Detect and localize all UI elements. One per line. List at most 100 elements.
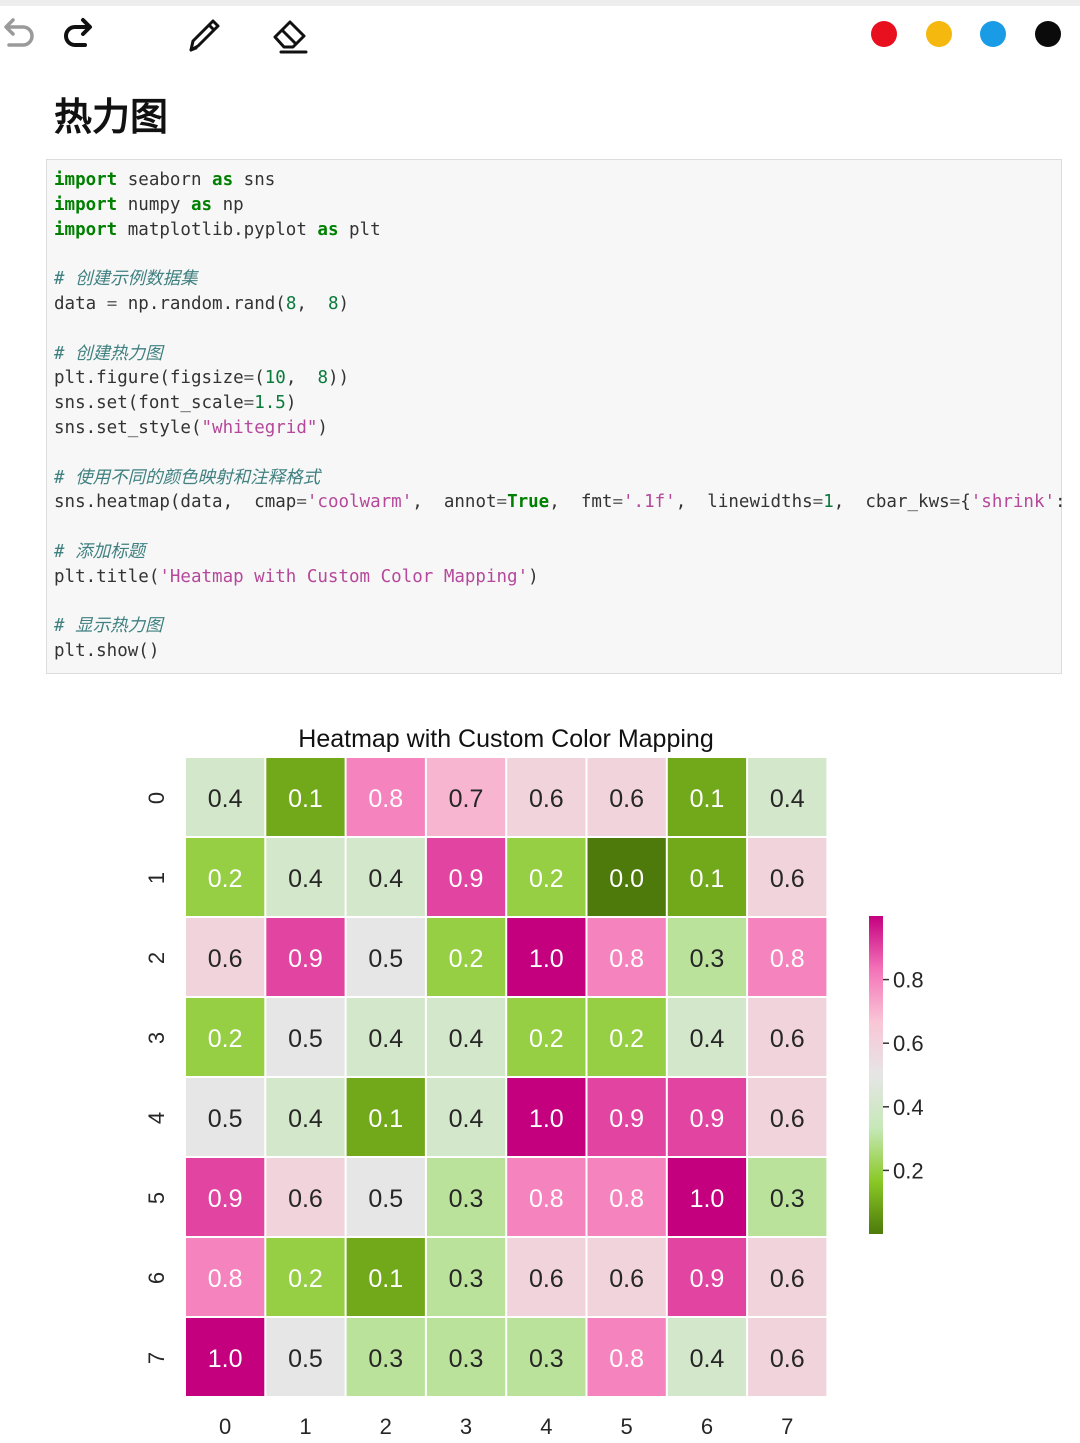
cell-annotation: 0.4 xyxy=(288,865,323,893)
code-token: : xyxy=(1055,492,1077,513)
code-token: 8 xyxy=(317,368,328,389)
heatmap-cell xyxy=(266,918,345,996)
code-line: sns.set_style("whitegrid") xyxy=(54,416,1061,441)
cell-annotation: 0.6 xyxy=(288,1185,323,1213)
cell-annotation: 0.9 xyxy=(609,1105,644,1133)
code-token: 1.5 xyxy=(254,393,286,414)
code-token: numpy xyxy=(117,194,191,215)
code-token: plt.title( xyxy=(54,566,160,587)
cell-annotation: 0.1 xyxy=(368,1265,403,1293)
code-line: plt.title('Heatmap with Custom Color Map… xyxy=(54,565,1061,590)
code-line xyxy=(54,242,1061,267)
heatmap-cell xyxy=(748,918,827,996)
code-token: = xyxy=(243,393,255,414)
heatmap-cell xyxy=(667,918,747,996)
heatmap-cell xyxy=(507,998,586,1076)
cell-annotation: 0.2 xyxy=(449,945,484,973)
color-red-button[interactable] xyxy=(871,21,897,47)
code-token: 10 xyxy=(264,368,286,389)
code-token: ) xyxy=(317,417,328,438)
cell-annotation: 0.4 xyxy=(368,865,403,893)
cell-annotation: 0.2 xyxy=(288,1265,323,1293)
code-token: = xyxy=(243,368,255,389)
cell-annotation: 0.6 xyxy=(609,1265,644,1293)
eraser-button[interactable] xyxy=(266,10,316,60)
heatmap-cell xyxy=(667,1078,747,1156)
code-token: '.1f' xyxy=(623,492,676,513)
heatmap-cell xyxy=(507,1078,586,1156)
color-blue-button[interactable] xyxy=(980,21,1006,47)
code-token: # 显示热力图 xyxy=(54,616,163,637)
code-token: .5 xyxy=(1076,492,1080,512)
cell-annotation: 1.0 xyxy=(208,1345,243,1373)
cell-annotation: 0.1 xyxy=(288,785,323,813)
cell-annotation: 0.8 xyxy=(208,1265,243,1293)
x-tick-label: 1 xyxy=(299,1414,311,1439)
heatmap-cell xyxy=(507,758,586,836)
heatmap-cell xyxy=(426,1318,506,1396)
heatmap-cell xyxy=(748,758,827,836)
code-token: as xyxy=(190,194,213,215)
heatmap-cell xyxy=(587,998,666,1076)
heatmap-cell xyxy=(748,1078,827,1156)
heatmap-cell xyxy=(186,1158,265,1236)
heatmap-cell xyxy=(186,1078,265,1156)
cell-annotation: 0.4 xyxy=(449,1105,484,1133)
heatmap-cell xyxy=(266,1158,345,1236)
code-token: , annot xyxy=(412,492,497,513)
cell-annotation: 0.4 xyxy=(288,1105,323,1133)
code-line: import numpy as np xyxy=(54,193,1061,218)
page-title: 热力图 xyxy=(54,95,169,139)
undo-button[interactable] xyxy=(0,10,42,60)
code-token: , xyxy=(296,293,328,314)
heatmap-cell xyxy=(748,998,827,1076)
y-tick-label: 2 xyxy=(144,952,169,964)
heatmap-cell xyxy=(266,1318,345,1396)
cell-annotation: 0.9 xyxy=(690,1105,725,1133)
x-tick-label: 4 xyxy=(540,1414,552,1439)
code-cell[interactable]: import seaborn as sns import numpy as np i… xyxy=(46,159,1080,674)
colorbar-gradient xyxy=(869,916,883,1234)
cell-annotation: 1.0 xyxy=(529,1105,564,1133)
heatmap-cell xyxy=(186,1318,265,1396)
cell-annotation: 0.9 xyxy=(288,945,323,973)
cell-annotation: 0.1 xyxy=(368,1105,403,1133)
cell-annotation: 0.3 xyxy=(529,1345,564,1373)
cell-annotation: 1.0 xyxy=(690,1185,725,1213)
cell-annotation: 0.3 xyxy=(770,1185,805,1213)
cell-annotation: 0.6 xyxy=(770,1265,805,1293)
code-token: # 使用不同的颜色映射和注释格式 xyxy=(54,467,321,488)
code-line: import seaborn as sns xyxy=(54,168,1061,193)
code-line xyxy=(54,515,1061,540)
code-token: plt xyxy=(338,219,381,240)
color-black-button[interactable] xyxy=(1035,21,1061,47)
heatmap-cell xyxy=(426,1158,506,1236)
cell-annotation: 0.6 xyxy=(208,945,243,973)
cell-annotation: 0.9 xyxy=(690,1265,725,1293)
code-token: , xyxy=(285,368,318,389)
pencil-button[interactable] xyxy=(178,10,228,60)
heatmap-cell xyxy=(346,1158,425,1236)
cell-annotation: 0.4 xyxy=(690,1025,725,1053)
cell-annotation: 0.4 xyxy=(770,785,805,813)
code-token: { xyxy=(960,492,971,513)
heatmap-cell xyxy=(426,998,506,1076)
undo-icon xyxy=(4,18,34,47)
top-edge xyxy=(0,0,1080,6)
heatmap-cell xyxy=(426,758,506,836)
code-token: 'shrink' xyxy=(970,492,1056,513)
heatmap-cell xyxy=(507,918,586,996)
cell-annotation: 0.4 xyxy=(368,1025,403,1053)
code-token: , linewidths xyxy=(675,492,813,513)
pencil-icon xyxy=(189,19,220,52)
heatmap-cell xyxy=(266,838,345,916)
color-yellow-button[interactable] xyxy=(926,21,952,47)
code-token: import xyxy=(54,170,118,190)
code-token: = xyxy=(106,293,118,314)
redo-button[interactable] xyxy=(54,10,104,60)
code-token: np.random.rand( xyxy=(117,293,286,314)
code-token: 8 xyxy=(285,293,297,314)
heatmap-cell xyxy=(748,1318,827,1396)
code-line xyxy=(54,441,1061,466)
cell-annotation: 0.4 xyxy=(449,1025,484,1053)
